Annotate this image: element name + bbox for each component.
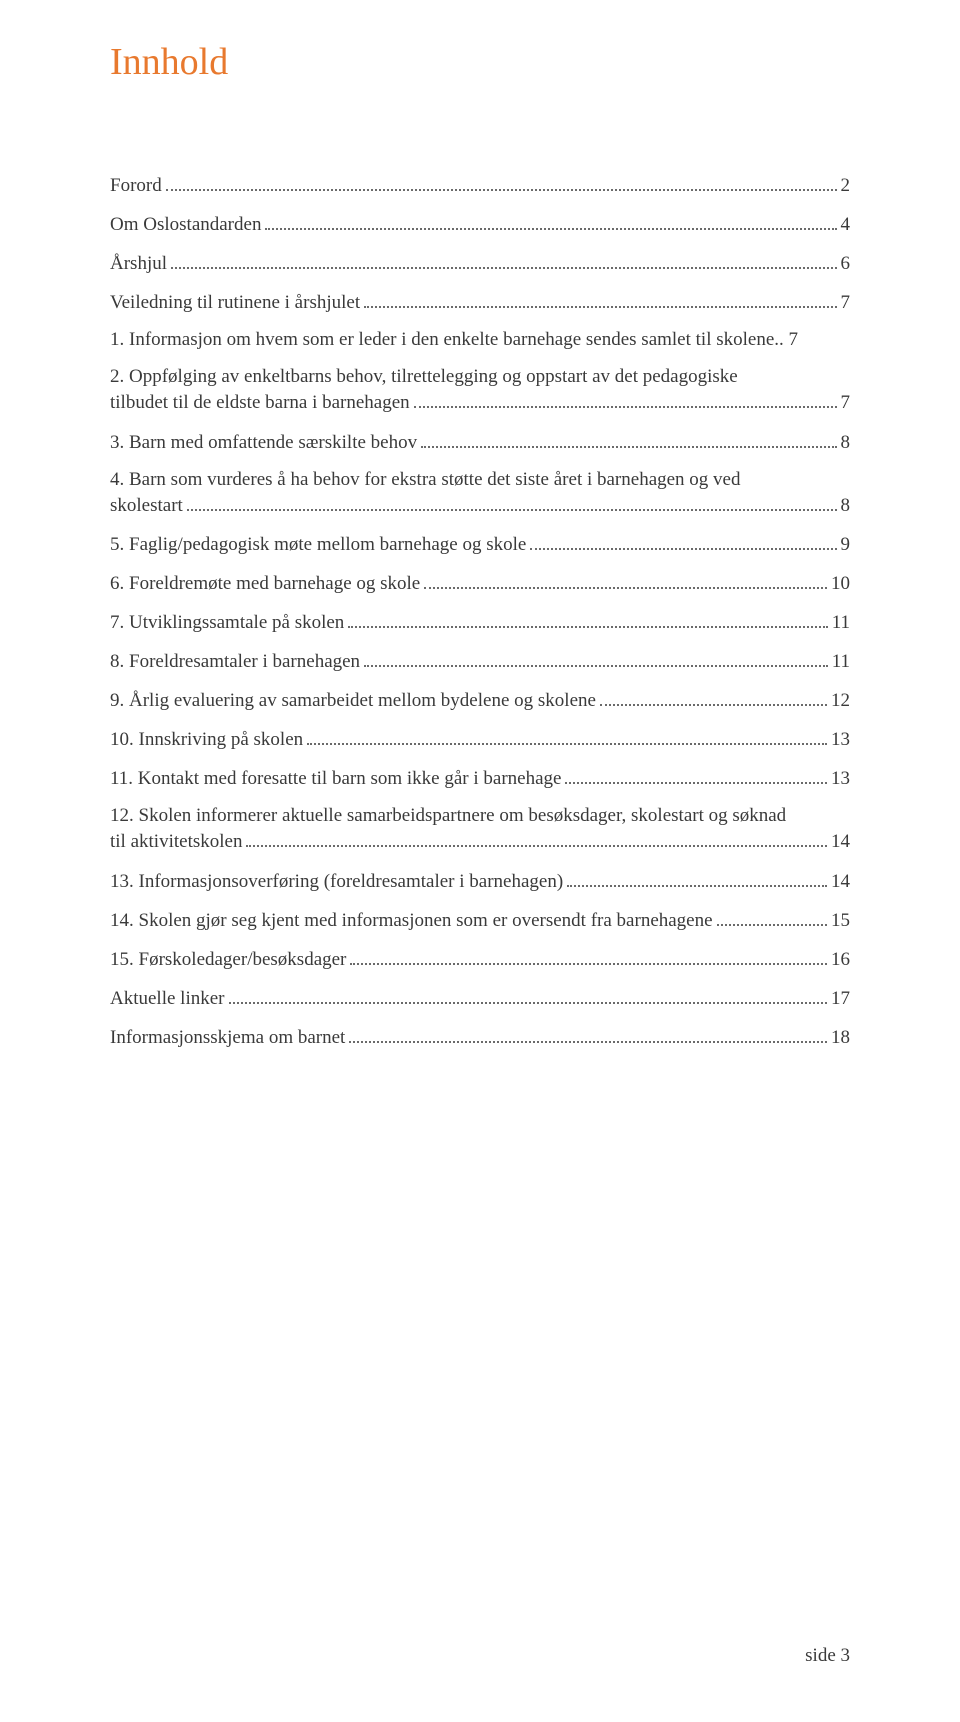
toc-entry: 11. Kontakt med foresatte til barn som i…	[110, 767, 850, 788]
toc-leader	[348, 611, 827, 628]
toc-label: 3. Barn med omfattende særskilte behov	[110, 433, 417, 452]
toc-leader	[364, 650, 828, 667]
toc-entry: 2. Oppfølging av enkeltbarns behov, tilr…	[110, 367, 850, 412]
toc-label: 7. Utviklingssamtale på skolen	[110, 613, 344, 632]
toc-page-number: 18	[831, 1028, 850, 1047]
toc-entry: 7. Utviklingssamtale på skolen 11	[110, 611, 850, 632]
toc-leader	[187, 494, 837, 511]
toc-leader	[421, 430, 836, 447]
toc-entry: Forord 2	[110, 174, 850, 195]
toc-leader	[229, 987, 828, 1004]
toc-entry: Aktuelle linker 17	[110, 987, 850, 1008]
toc-label-line2: skolestart	[110, 496, 183, 515]
toc-leader	[530, 533, 836, 550]
toc-label: 10. Innskriving på skolen	[110, 730, 303, 749]
toc-entry: Om Oslostandarden 4	[110, 213, 850, 234]
toc-label: Aktuelle linker	[110, 989, 225, 1008]
toc-leader	[246, 830, 827, 847]
toc-label: 14. Skolen gjør seg kjent med informasjo…	[110, 911, 713, 930]
toc-label: 6. Foreldremøte med barnehage og skole	[110, 574, 420, 593]
toc-label: Årshjul	[110, 254, 167, 273]
toc-entry: 1. Informasjon om hvem som er leder i de…	[110, 330, 850, 349]
toc-leader	[424, 572, 827, 589]
toc-label: 1. Informasjon om hvem som er leder i de…	[110, 330, 798, 349]
toc-page-number: 14	[831, 872, 850, 891]
toc-entry: 4. Barn som vurderes å ha behov for ekst…	[110, 470, 850, 515]
toc-page-number: 7	[841, 293, 851, 312]
toc-label: 15. Førskoledager/besøksdager	[110, 950, 346, 969]
toc-label: Veiledning til rutinene i årshjulet	[110, 293, 360, 312]
toc-entry: 6. Foreldremøte med barnehage og skole 10	[110, 572, 850, 593]
toc-page-number: 13	[831, 769, 850, 788]
toc-leader	[171, 252, 837, 269]
toc-page-number: 8	[841, 496, 851, 515]
toc-label-line1: 12. Skolen informerer aktuelle samarbeid…	[110, 806, 850, 825]
toc-leader	[350, 948, 827, 965]
toc-label: 11. Kontakt med foresatte til barn som i…	[110, 769, 561, 788]
toc-label: 9. Årlig evaluering av samarbeidet mello…	[110, 691, 596, 710]
toc-label-line1: 4. Barn som vurderes å ha behov for ekst…	[110, 470, 850, 489]
toc-entry: Informasjonsskjema om barnet 18	[110, 1026, 850, 1047]
toc-leader	[265, 213, 836, 230]
toc-page-number: 10	[831, 574, 850, 593]
toc-label-line2: tilbudet til de eldste barna i barnehage…	[110, 393, 410, 412]
toc-entry: 13. Informasjonsoverføring (foreldresamt…	[110, 869, 850, 890]
toc-entry: 12. Skolen informerer aktuelle samarbeid…	[110, 806, 850, 851]
toc-entry: 3. Barn med omfattende særskilte behov 8	[110, 430, 850, 451]
toc-label: Om Oslostandarden	[110, 215, 261, 234]
toc-page-number: 2	[841, 176, 851, 195]
toc-entry: Veiledning til rutinene i årshjulet 7	[110, 291, 850, 312]
toc-entry: 15. Førskoledager/besøksdager 16	[110, 948, 850, 969]
toc-page-number: 6	[841, 254, 851, 273]
toc-entry: 8. Foreldresamtaler i barnehagen 11	[110, 650, 850, 671]
toc-entry: 5. Faglig/pedagogisk møte mellom barneha…	[110, 533, 850, 554]
toc-page-number: 12	[831, 691, 850, 710]
toc-label: 5. Faglig/pedagogisk møte mellom barneha…	[110, 535, 526, 554]
toc-leader	[565, 767, 827, 784]
toc-label: 8. Foreldresamtaler i barnehagen	[110, 652, 360, 671]
toc-page-number: 15	[831, 911, 850, 930]
toc-label: Informasjonsskjema om barnet	[110, 1028, 345, 1047]
toc-entry: 9. Årlig evaluering av samarbeidet mello…	[110, 689, 850, 710]
toc-page-number: 4	[841, 215, 851, 234]
toc-label: Forord	[110, 176, 162, 195]
toc-leader	[307, 728, 827, 745]
toc-leader	[717, 909, 827, 926]
toc-label: 13. Informasjonsoverføring (foreldresamt…	[110, 872, 563, 891]
table-of-contents: Forord 2 Om Oslostandarden 4 Årshjul 6 Veiledn…	[110, 174, 850, 1047]
toc-leader	[166, 174, 837, 191]
toc-page-number: 8	[841, 433, 851, 452]
toc-leader	[414, 391, 837, 408]
toc-page-number: 13	[831, 730, 850, 749]
page-title: Innhold	[110, 40, 850, 84]
toc-entry: Årshjul 6	[110, 252, 850, 273]
toc-page-number: 14	[831, 832, 850, 851]
toc-entry: 10. Innskriving på skolen 13	[110, 728, 850, 749]
toc-page-number: 11	[832, 613, 850, 632]
toc-label-line1: 2. Oppfølging av enkeltbarns behov, tilr…	[110, 367, 850, 386]
toc-page-number: 9	[841, 535, 851, 554]
toc-page-number: 11	[832, 652, 850, 671]
toc-leader	[364, 291, 836, 308]
toc-page-number: 16	[831, 950, 850, 969]
toc-leader	[349, 1026, 827, 1043]
toc-leader	[600, 689, 827, 706]
toc-entry: 14. Skolen gjør seg kjent med informasjo…	[110, 909, 850, 930]
toc-label-line2: til aktivitetskolen	[110, 832, 242, 851]
page-footer: side 3	[805, 1645, 850, 1667]
toc-leader	[567, 869, 827, 886]
toc-page-number: 17	[831, 989, 850, 1008]
toc-page-number: 7	[841, 393, 851, 412]
